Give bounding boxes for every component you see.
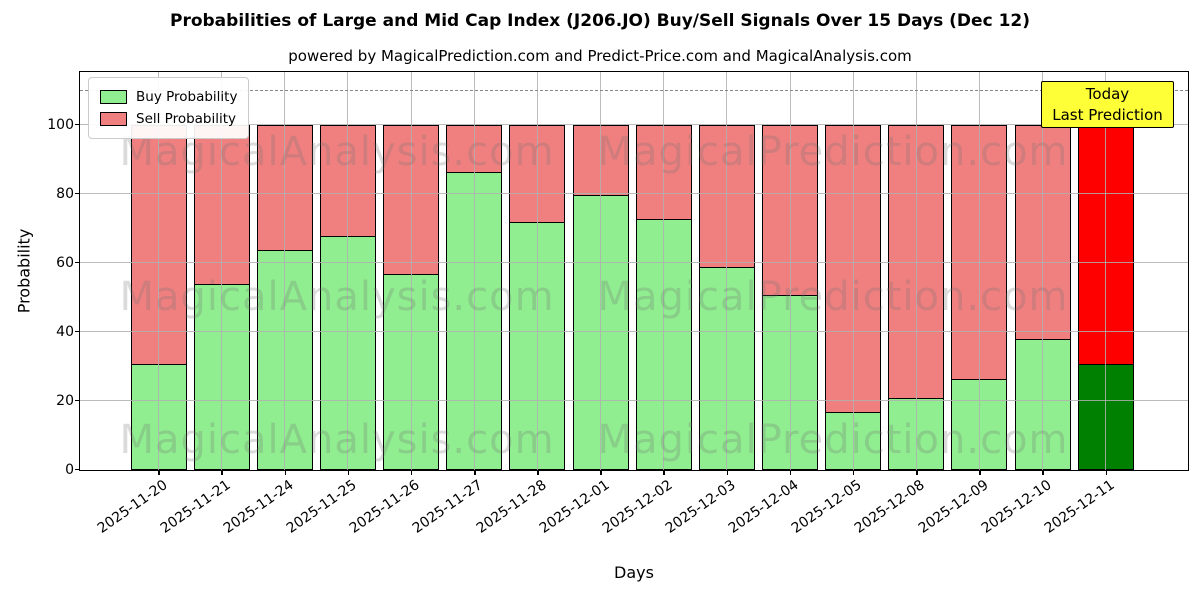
v-gridline bbox=[158, 72, 159, 470]
y-tick-label: 40 bbox=[56, 323, 74, 340]
x-tick-mark bbox=[789, 470, 792, 475]
v-gridline bbox=[410, 72, 412, 470]
y-tick-mark bbox=[75, 261, 80, 264]
y-tick-label: 20 bbox=[56, 392, 74, 409]
y-tick-label: 60 bbox=[56, 254, 74, 271]
h-gridline bbox=[80, 331, 1188, 332]
x-tick-label: 2025-11-20 bbox=[94, 477, 171, 537]
x-tick-mark bbox=[537, 470, 539, 475]
watermark-analysis: MagicalAnalysis.com bbox=[119, 274, 555, 320]
v-gridline bbox=[663, 72, 665, 470]
x-tick-label: 2025-11-24 bbox=[220, 477, 297, 537]
legend: Buy Probability Sell Probability bbox=[88, 77, 250, 139]
x-tick-mark bbox=[347, 470, 350, 475]
x-tick-mark bbox=[410, 470, 413, 475]
legend-item-sell: Sell Probability bbox=[100, 108, 237, 130]
y-tick-label: 100 bbox=[47, 116, 74, 133]
x-tick-mark bbox=[474, 470, 476, 475]
x-tick-label: 2025-11-28 bbox=[473, 477, 550, 537]
x-tick-label: 2025-12-05 bbox=[788, 477, 865, 537]
v-gridline bbox=[473, 72, 475, 470]
legend-label-sell: Sell Probability bbox=[136, 111, 237, 127]
watermark-prediction: MagicalPrediction.com bbox=[597, 274, 1069, 320]
x-tick-mark bbox=[1105, 470, 1107, 475]
y-tick-mark bbox=[75, 192, 80, 195]
v-gridline bbox=[1042, 72, 1044, 470]
today-annotation: Today Last Prediction bbox=[1041, 81, 1174, 128]
y-tick-mark bbox=[75, 399, 80, 402]
v-gridline bbox=[536, 72, 538, 470]
x-tick-mark bbox=[852, 470, 855, 475]
watermark-analysis: MagicalAnalysis.com bbox=[119, 417, 555, 463]
y-axis-label: Probability bbox=[14, 228, 34, 314]
plot-area: Buy Probability Sell Probability Today L… bbox=[79, 71, 1189, 471]
x-axis-label: Days bbox=[614, 563, 654, 582]
x-tick-label: 2025-12-10 bbox=[978, 477, 1055, 537]
v-gridline bbox=[284, 72, 286, 470]
x-tick-label: 2025-12-03 bbox=[662, 477, 739, 537]
x-tick-label: 2025-12-11 bbox=[1041, 477, 1118, 537]
today-annotation-line1: Today bbox=[1085, 85, 1130, 103]
chart-title: Probabilities of Large and Mid Cap Index… bbox=[169, 11, 1031, 31]
v-gridline bbox=[726, 72, 728, 470]
v-gridline bbox=[789, 72, 791, 470]
h-gridline bbox=[80, 193, 1188, 194]
legend-label-buy: Buy Probability bbox=[136, 89, 238, 105]
h-gridline bbox=[80, 124, 1188, 125]
buy-swatch-icon bbox=[100, 90, 127, 104]
x-tick-mark bbox=[600, 470, 602, 475]
x-tick-label: 2025-12-04 bbox=[725, 477, 802, 537]
y-tick-label: 0 bbox=[65, 461, 74, 478]
x-tick-mark bbox=[221, 470, 223, 475]
y-tick-label: 80 bbox=[56, 185, 74, 202]
y-tick-mark bbox=[75, 123, 80, 126]
threshold-line bbox=[80, 90, 1188, 91]
legend-item-buy: Buy Probability bbox=[100, 86, 237, 108]
x-tick-mark bbox=[979, 470, 981, 475]
chart-subtitle: powered by MagicalPrediction.com and Pre… bbox=[288, 47, 912, 65]
v-gridline bbox=[978, 72, 980, 470]
y-tick-mark bbox=[75, 468, 80, 471]
x-tick-mark bbox=[158, 470, 160, 475]
x-tick-label: 2025-11-25 bbox=[283, 477, 360, 537]
x-tick-label: 2025-12-09 bbox=[915, 477, 992, 537]
v-gridline bbox=[1105, 72, 1107, 470]
h-gridline bbox=[80, 400, 1188, 401]
y-tick-mark bbox=[75, 330, 80, 333]
v-gridline bbox=[347, 72, 349, 470]
sell-swatch-icon bbox=[100, 112, 127, 126]
x-tick-mark bbox=[663, 470, 665, 475]
x-tick-label: 2025-12-01 bbox=[536, 477, 613, 537]
x-tick-label: 2025-11-26 bbox=[346, 477, 423, 537]
v-gridline bbox=[852, 72, 854, 470]
x-tick-mark bbox=[1042, 470, 1044, 475]
x-tick-label: 2025-12-08 bbox=[852, 477, 928, 537]
watermark-prediction: MagicalPrediction.com bbox=[597, 417, 1069, 463]
x-tick-label: 2025-11-27 bbox=[410, 477, 486, 537]
v-gridline bbox=[221, 72, 223, 470]
v-gridline bbox=[600, 72, 602, 470]
x-tick-mark bbox=[916, 470, 918, 475]
x-tick-mark bbox=[284, 470, 287, 475]
v-gridline bbox=[915, 72, 917, 470]
x-tick-label: 2025-11-21 bbox=[157, 477, 234, 537]
today-annotation-line2: Last Prediction bbox=[1052, 106, 1163, 124]
watermark-prediction: MagicalPrediction.com bbox=[597, 129, 1069, 175]
h-gridline bbox=[80, 262, 1188, 263]
x-tick-label: 2025-12-02 bbox=[599, 477, 676, 537]
x-tick-mark bbox=[726, 470, 729, 475]
